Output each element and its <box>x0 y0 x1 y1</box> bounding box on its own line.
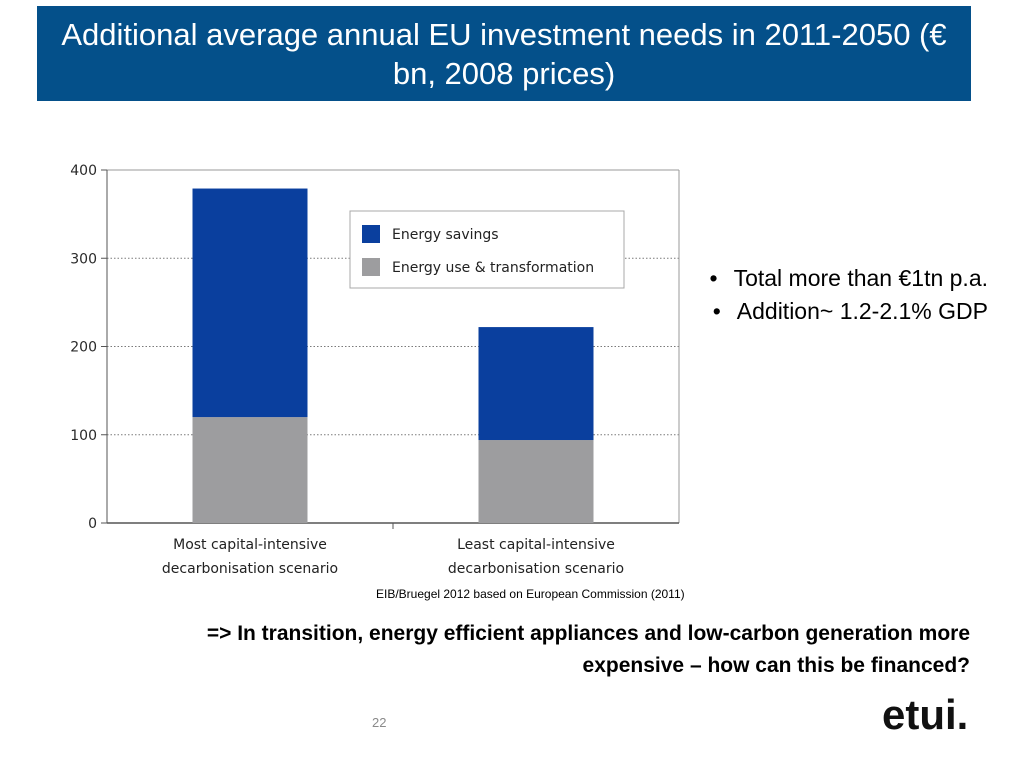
y-tick-label: 400 <box>70 163 97 179</box>
bullet-item: • Total more than €1tn p.a. <box>690 262 989 295</box>
x-category-label: Least capital-intensive <box>457 537 615 553</box>
bullet-text: Addition~ 1.2-2.1% GDP <box>736 298 988 324</box>
bullet-marker: • <box>709 265 718 291</box>
etui-logo: etui. <box>882 694 968 736</box>
slide-title: Additional average annual EU investment … <box>37 6 971 101</box>
y-tick-label: 200 <box>70 340 97 356</box>
bullet-list: • Total more than €1tn p.a. • Addition~ 1.… <box>690 262 989 328</box>
legend-swatch <box>362 225 380 243</box>
logo-text: etui. <box>882 694 968 736</box>
page-number: 22 <box>372 715 387 730</box>
stacked-bar-chart: 0 100 200 300 400 Most capital-intensive decar… <box>70 163 680 577</box>
bullet-text: Total more than €1tn p.a. <box>733 265 988 291</box>
bar-segment <box>478 327 594 441</box>
bar-segment <box>478 440 594 523</box>
legend-swatch <box>362 258 380 276</box>
legend-label: Energy savings <box>392 227 499 243</box>
y-tick-label: 0 <box>88 516 97 532</box>
y-tick-label: 300 <box>70 251 97 267</box>
y-tick-label: 100 <box>70 428 97 444</box>
legend-box <box>349 210 625 289</box>
x-category-label: decarbonisation scenario <box>448 561 624 577</box>
bar-segment <box>192 417 308 523</box>
x-category-label: Most capital-intensive <box>173 537 327 553</box>
chart-source-note: EIB/Bruegel 2012 based on European Commi… <box>376 587 685 601</box>
x-category-label: decarbonisation scenario <box>162 561 338 577</box>
bullet-item: • Addition~ 1.2-2.1% GDP <box>690 295 988 328</box>
bar-segment <box>192 188 308 418</box>
conclusion-text: => In transition, energy efficient appli… <box>206 622 970 677</box>
bullet-marker: • <box>712 298 721 324</box>
legend-label: Energy use & transformation <box>392 260 594 276</box>
